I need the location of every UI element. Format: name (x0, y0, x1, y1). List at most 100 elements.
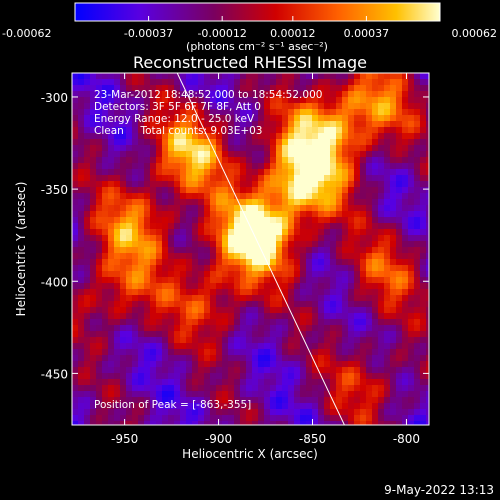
heatmap-cell (420, 337, 427, 344)
heatmap-cell (222, 157, 229, 164)
heatmap-cell (384, 205, 391, 212)
heatmap-cell (276, 235, 283, 242)
heatmap-cell (126, 223, 133, 230)
heatmap-cell (336, 199, 343, 206)
heatmap-cell (402, 415, 409, 422)
heatmap-cell (384, 115, 391, 122)
heatmap-cell (144, 121, 151, 128)
heatmap-cell (348, 307, 355, 314)
heatmap-cell (252, 193, 259, 200)
heatmap-cell (294, 85, 301, 92)
heatmap-cell (378, 139, 385, 146)
heatmap-cell (138, 289, 145, 296)
heatmap-cell (132, 355, 139, 362)
heatmap-cell (162, 163, 169, 170)
heatmap-cell (354, 307, 361, 314)
heatmap-cell (294, 421, 301, 425)
heatmap-cell (426, 139, 429, 146)
heatmap-cell (426, 373, 429, 380)
heatmap-cell (234, 181, 241, 188)
heatmap-cell (108, 223, 115, 230)
heatmap-cell (234, 223, 241, 230)
heatmap-cell (378, 133, 385, 140)
heatmap-cell (162, 343, 169, 350)
heatmap-cell (84, 289, 91, 296)
heatmap-cell (162, 301, 169, 308)
heatmap-cell (132, 127, 139, 134)
heatmap-cell (294, 187, 301, 194)
heatmap-cell (246, 349, 253, 356)
heatmap-cell (342, 301, 349, 308)
heatmap-cell (156, 391, 163, 398)
heatmap-cell (378, 253, 385, 260)
heatmap-cell (372, 241, 379, 248)
heatmap-cell (90, 247, 97, 254)
heatmap-cell (120, 169, 127, 176)
heatmap-cell (384, 247, 391, 254)
heatmap-cell (384, 385, 391, 392)
heatmap-cell (192, 361, 199, 368)
heatmap-cell (162, 187, 169, 194)
heatmap-cell (318, 253, 325, 260)
heatmap-cell (282, 331, 289, 338)
heatmap-cell (378, 271, 385, 278)
heatmap-cell (318, 139, 325, 146)
heatmap-cell (204, 367, 211, 374)
heatmap-cell (324, 361, 331, 368)
heatmap-cell (114, 379, 121, 386)
heatmap-cell (360, 367, 367, 374)
heatmap-cell (114, 391, 121, 398)
heatmap-cell (264, 151, 271, 158)
heatmap-cell (408, 145, 415, 152)
heatmap-cell (294, 409, 301, 416)
heatmap-cell (414, 313, 421, 320)
heatmap-cell (78, 187, 85, 194)
heatmap-cell (162, 319, 169, 326)
heatmap-cell (384, 79, 391, 86)
heatmap-cell (78, 403, 85, 410)
heatmap-cell (390, 331, 397, 338)
heatmap-cell (180, 325, 187, 332)
heatmap-cell (222, 415, 229, 422)
heatmap-cell (240, 235, 247, 242)
heatmap-cell (402, 127, 409, 134)
heatmap-cell (102, 361, 109, 368)
heatmap-cell (246, 211, 253, 218)
heatmap-cell (84, 217, 91, 224)
heatmap-cell (210, 397, 217, 404)
heatmap-cell (342, 73, 349, 80)
heatmap-cell (258, 193, 265, 200)
colorbar-tick-label: 0.00062 (452, 27, 498, 40)
heatmap-cell (360, 193, 367, 200)
heatmap-cell (150, 385, 157, 392)
heatmap-cell (138, 337, 145, 344)
heatmap-cell (204, 217, 211, 224)
heatmap-cell (132, 241, 139, 248)
heatmap-cell (258, 337, 265, 344)
heatmap-cell (426, 397, 429, 404)
heatmap-cell (210, 139, 217, 146)
heatmap-cell (168, 103, 175, 110)
heatmap-cell (198, 271, 205, 278)
heatmap-cell (300, 397, 307, 404)
heatmap-cell (342, 343, 349, 350)
heatmap-cell (240, 319, 247, 326)
heatmap-cell (276, 229, 283, 236)
heatmap-cell (258, 103, 265, 110)
heatmap-cell (390, 169, 397, 176)
heatmap-cell (378, 421, 385, 425)
heatmap-cell (72, 247, 79, 254)
heatmap-cell (204, 235, 211, 242)
heatmap-cell (426, 109, 429, 116)
heatmap-cell (156, 229, 163, 236)
heatmap-cell (120, 73, 127, 80)
heatmap-cell (192, 217, 199, 224)
heatmap-cell (264, 157, 271, 164)
heatmap-cell (228, 403, 235, 410)
heatmap-cell (402, 301, 409, 308)
heatmap-cell (234, 235, 241, 242)
heatmap-cell (144, 181, 151, 188)
heatmap-cell (324, 337, 331, 344)
heatmap-cell (150, 145, 157, 152)
heatmap-cell (360, 229, 367, 236)
